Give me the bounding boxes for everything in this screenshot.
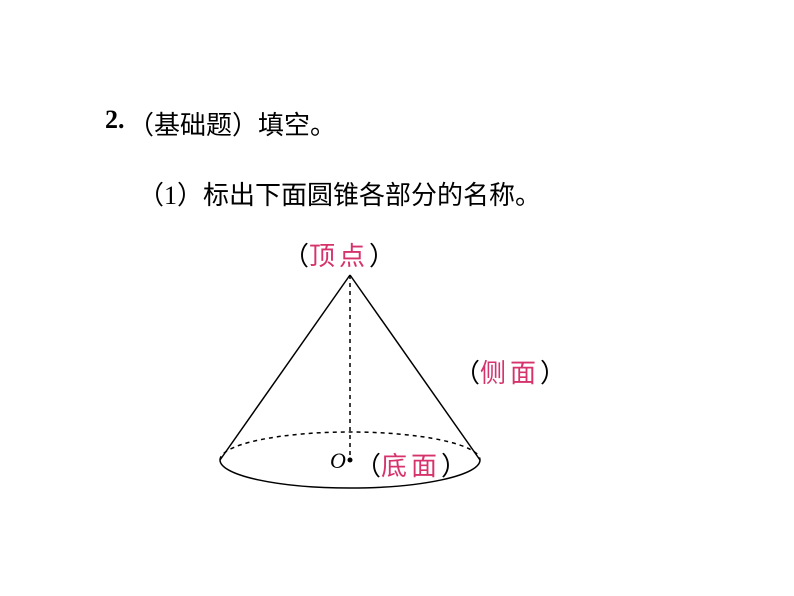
question-text: （基础题）填空。 — [128, 105, 336, 142]
center-dot — [348, 458, 353, 463]
base-label: （底面） — [355, 446, 467, 483]
subquestion-text: （1）标出下面圆锥各部分的名称。 — [138, 175, 541, 212]
lateral-label: （侧面） — [454, 353, 566, 390]
apex-paren-close: ） — [369, 242, 395, 271]
lateral-paren-close: ） — [540, 359, 566, 388]
base-paren-close: ） — [441, 452, 467, 481]
lateral-paren-open: （ — [454, 359, 480, 388]
lateral-label-content: 侧面 — [480, 359, 540, 388]
base-label-content: 底面 — [381, 452, 441, 481]
apex-label: （顶点） — [283, 236, 395, 273]
apex-label-content: 顶点 — [309, 242, 369, 271]
question-number: 2. — [105, 105, 125, 135]
base-paren-open: （ — [355, 452, 381, 481]
cone-left-edge — [220, 275, 350, 460]
apex-paren-open: （ — [283, 242, 309, 271]
center-point-label: O — [330, 448, 346, 474]
